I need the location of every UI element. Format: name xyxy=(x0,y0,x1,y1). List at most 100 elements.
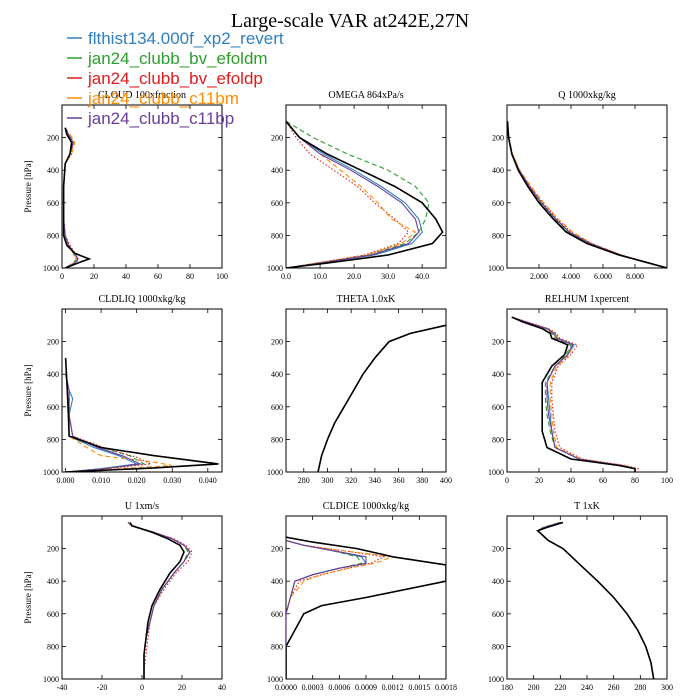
y-tick-label: 1000 xyxy=(267,468,283,477)
reference-line xyxy=(286,536,446,679)
y-tick-label: 600 xyxy=(492,199,504,208)
y-tick-label: 400 xyxy=(271,370,283,379)
series-line-5 xyxy=(286,120,420,268)
x-tick-label: 80 xyxy=(186,272,194,281)
x-tick-label: 0.0018 xyxy=(435,683,457,692)
series-line-2 xyxy=(317,324,446,472)
panel-title: CLDLIQ 1000xkg/kg xyxy=(99,294,186,305)
x-tick-label: 200 xyxy=(528,683,540,692)
series-group xyxy=(127,522,193,679)
panel-title: THETA 1.0xK xyxy=(337,294,396,305)
x-tick-label: 4.000 xyxy=(562,272,580,281)
legend-label: flthist134.000f_xp2_revert xyxy=(88,29,284,48)
series-line-4 xyxy=(286,539,393,679)
series-line-2 xyxy=(127,522,189,679)
y-tick-label: 1000 xyxy=(43,468,59,477)
y-tick-label: 800 xyxy=(47,231,59,240)
x-tick-label: 0.0000 xyxy=(275,683,297,692)
y-tick-label: 400 xyxy=(271,166,283,175)
y-tick-label: 800 xyxy=(271,231,283,240)
panel-title: CLOUD 100xfraction xyxy=(98,90,186,101)
x-tick-label: 0.030 xyxy=(163,476,181,485)
series-group xyxy=(62,127,92,268)
y-tick-label: 200 xyxy=(271,338,283,347)
y-tick-label: 400 xyxy=(47,370,59,379)
series-line-5 xyxy=(507,121,667,268)
y-tick-label: 200 xyxy=(271,134,283,143)
x-tick-label: 0.0015 xyxy=(408,683,430,692)
x-tick-label: 20 xyxy=(535,476,543,485)
y-tick-label: 1000 xyxy=(267,675,283,684)
series-line-4 xyxy=(507,121,667,268)
x-tick-label: 260 xyxy=(608,683,620,692)
x-tick-label: 0 xyxy=(505,476,509,485)
x-tick-label: 320 xyxy=(345,476,357,485)
series-line-2 xyxy=(65,374,146,472)
legend-label: jan24_clubb_c11bm xyxy=(87,89,239,108)
x-tick-label: 280 xyxy=(298,476,310,485)
x-tick-label: 40.0 xyxy=(415,272,429,281)
panel-3: Q 1000xkg/kg 200 400 600 800 1000 2.000 4.000 6.… xyxy=(488,90,668,281)
reference-line xyxy=(507,121,667,268)
legend: flthist134.000f_xp2_revertjan24_clubb_bv… xyxy=(67,29,284,128)
x-tick-label: 40 xyxy=(122,272,130,281)
figure-title: Large-scale VAR at242E,27N xyxy=(231,10,469,32)
x-tick-label: 0.010 xyxy=(92,476,110,485)
x-tick-label: 40 xyxy=(567,476,575,485)
panel-title: Q 1000xkg/kg xyxy=(558,90,616,101)
y-tick-label: 800 xyxy=(492,435,504,444)
y-tick-label: 200 xyxy=(492,545,504,554)
y-tick-label: 400 xyxy=(492,166,504,175)
plot-frame xyxy=(285,308,447,473)
series-line-1 xyxy=(317,324,446,472)
y-tick-label: 1000 xyxy=(488,675,504,684)
panel-title: RELHUM 1xpercent xyxy=(545,294,629,305)
y-tick-label: 400 xyxy=(47,577,59,586)
y-tick-label: 200 xyxy=(271,545,283,554)
x-tick-label: -20 xyxy=(97,683,108,692)
y-tick-label: 400 xyxy=(47,166,59,175)
y-tick-label: 600 xyxy=(47,610,59,619)
y-tick-label: 600 xyxy=(47,199,59,208)
y-tick-label: 600 xyxy=(492,610,504,619)
y-tick-label: 800 xyxy=(47,642,59,651)
panel-title: U 1xm/s xyxy=(125,501,159,512)
reference-line xyxy=(129,522,185,679)
x-tick-label: 80 xyxy=(631,476,639,485)
series-line-3 xyxy=(286,539,386,679)
reference-line xyxy=(536,521,655,679)
y-tick-label: 200 xyxy=(492,134,504,143)
y-tick-label: 200 xyxy=(47,134,59,143)
series-line-4 xyxy=(286,120,417,268)
series-line-3 xyxy=(127,522,193,679)
plot-frame xyxy=(61,515,223,680)
series-line-4 xyxy=(536,521,655,679)
plot-frame xyxy=(506,104,668,269)
y-tick-label: 1000 xyxy=(267,264,283,273)
y-tick-label: 800 xyxy=(271,435,283,444)
x-tick-label: 20 xyxy=(90,272,98,281)
x-tick-label: 400 xyxy=(440,476,452,485)
series-line-4 xyxy=(317,324,446,472)
plot-frame xyxy=(61,104,223,269)
y-tick-label: 400 xyxy=(492,577,504,586)
y-tick-label: 600 xyxy=(271,610,283,619)
panel-5: THETA 1.0xK 200 400 600 800 1000 280 300 320 340 3… xyxy=(267,294,452,485)
y-tick-label: 800 xyxy=(271,642,283,651)
x-tick-label: 340 xyxy=(369,476,381,485)
x-tick-label: 0 xyxy=(60,272,64,281)
series-line-5 xyxy=(317,324,446,472)
reference-line xyxy=(286,120,444,268)
y-axis-label: Pressure [hPa] xyxy=(23,571,33,623)
reference-line xyxy=(317,324,446,472)
plot-frame xyxy=(61,308,223,473)
series-group xyxy=(507,121,667,268)
x-tick-label: 20.0 xyxy=(347,272,361,281)
series-line-5 xyxy=(286,539,367,679)
y-tick-label: 200 xyxy=(47,545,59,554)
series-line-2 xyxy=(286,539,363,679)
